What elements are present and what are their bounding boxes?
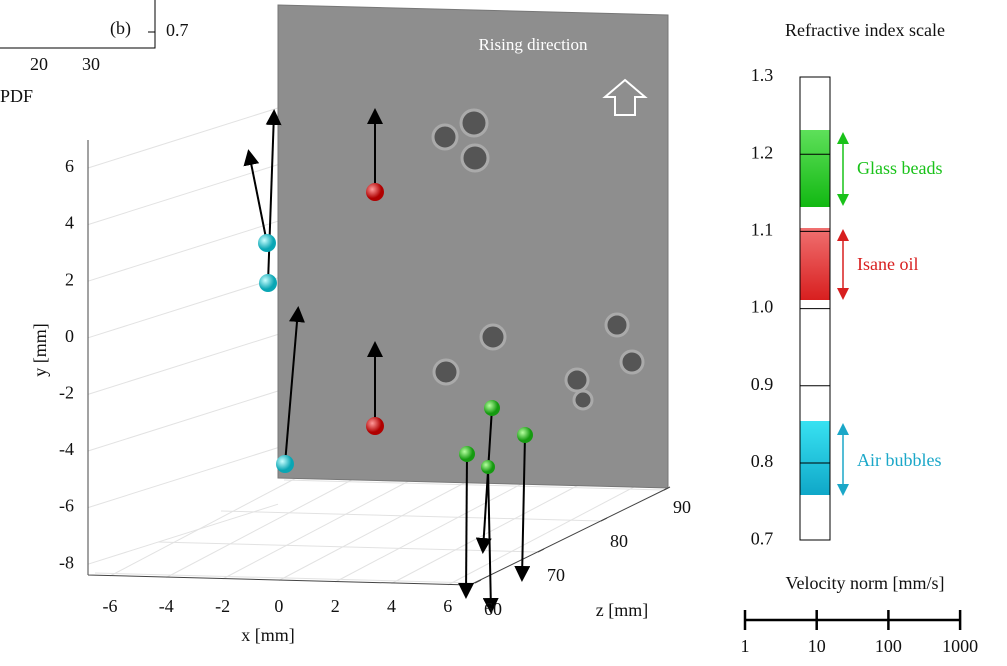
image-plane [277, 4, 669, 489]
z-tick-label: 60 [484, 599, 502, 619]
image-text: Rising direction [478, 35, 588, 54]
grid-line [220, 510, 602, 522]
z-tick-label: 70 [547, 565, 565, 585]
velocity-tick-label: 1 [741, 636, 750, 656]
velocity-tick-label: 1000 [942, 636, 978, 656]
y-tick-label: -2 [59, 383, 74, 403]
band-label: Air bubbles [857, 450, 942, 470]
grid-line [87, 503, 279, 565]
grid-line [222, 478, 413, 580]
grid-line [87, 164, 279, 226]
tick-label: 0.7 [166, 20, 189, 40]
scale-tick-label: 0.7 [751, 528, 774, 548]
tick-mark [600, 517, 608, 522]
grid-line [87, 447, 279, 509]
bubbles-image [431, 108, 645, 411]
y-tick-label: -8 [59, 552, 74, 572]
grid [87, 107, 665, 586]
velocity-ticks: 1 10 100 1000 [741, 610, 978, 656]
grid-line [278, 480, 470, 581]
y-tick-label: -4 [59, 439, 74, 459]
grid-line [109, 475, 301, 577]
velocity-title: Velocity norm [mm/s] [786, 573, 945, 593]
tick-label: 20 [30, 54, 48, 74]
velocity-tick-label: 100 [875, 636, 902, 656]
y-tick-label: -6 [59, 496, 74, 516]
grid-line [94, 572, 476, 584]
panel-label: (b) [110, 18, 131, 39]
velocity-tick-label: 10 [808, 636, 826, 656]
band-oil [800, 228, 830, 300]
scale-tick-label: 1.0 [751, 297, 774, 317]
scale-tick-label: 1.3 [751, 65, 774, 85]
grid-line [391, 483, 582, 584]
grid-line [87, 333, 279, 395]
grid-line [87, 277, 279, 339]
band-label: Isane oil [857, 254, 918, 274]
grid-line [87, 107, 279, 169]
grid-line [334, 481, 526, 583]
x-tick-label: -4 [159, 596, 174, 616]
axis-label: PDF [0, 86, 33, 106]
scale-tick-label: 0.9 [751, 374, 774, 394]
axis-label: z [mm] [596, 600, 648, 620]
band-glass [800, 130, 830, 207]
y-tick-label: 6 [65, 156, 74, 176]
scale-title: Refractive index scale [785, 20, 945, 40]
velocity-vectors [243, 108, 531, 614]
axis-label: x [mm] [241, 625, 295, 645]
scale-ticks: 1.3 1.2 1.1 1.0 0.9 0.8 0.7 [751, 65, 830, 548]
x-tick-label: 0 [274, 596, 283, 616]
x-tick-label: -6 [103, 596, 118, 616]
z-tick-label: 90 [673, 497, 691, 517]
axis-label: y [mm] [30, 323, 50, 377]
grid-line [87, 390, 279, 452]
grid-line [157, 541, 539, 553]
panel-b-fragment: (b) 0.7 20 30 PDF [0, 0, 189, 106]
band-air [800, 421, 830, 495]
y-tick-label: 0 [65, 326, 74, 346]
grid-line [166, 477, 357, 578]
scale-tick-label: 1.1 [751, 220, 774, 240]
grid-line [447, 484, 639, 586]
scale-tick-label: 1.2 [751, 142, 774, 162]
axis-line [0, 0, 156, 49]
x-tick-label: -2 [215, 596, 230, 616]
y-tick-label: 2 [65, 269, 74, 289]
tick-label: 30 [82, 54, 100, 74]
scale-tick-label: 0.8 [751, 451, 774, 471]
grid-line [283, 479, 665, 491]
x-tick-label: 6 [443, 596, 452, 616]
band-label: Glass beads [857, 158, 942, 178]
y-tick-label: 4 [65, 213, 74, 233]
z-tick-label: 80 [610, 531, 628, 551]
tick-mark [474, 579, 482, 584]
grid-line [87, 220, 279, 282]
tick-mark [663, 486, 671, 491]
x-tick-label: 2 [331, 596, 340, 616]
particles [258, 183, 533, 474]
tick-mark [537, 548, 545, 553]
direction-arrow [602, 78, 648, 116]
x-tick-label: 4 [387, 596, 396, 616]
